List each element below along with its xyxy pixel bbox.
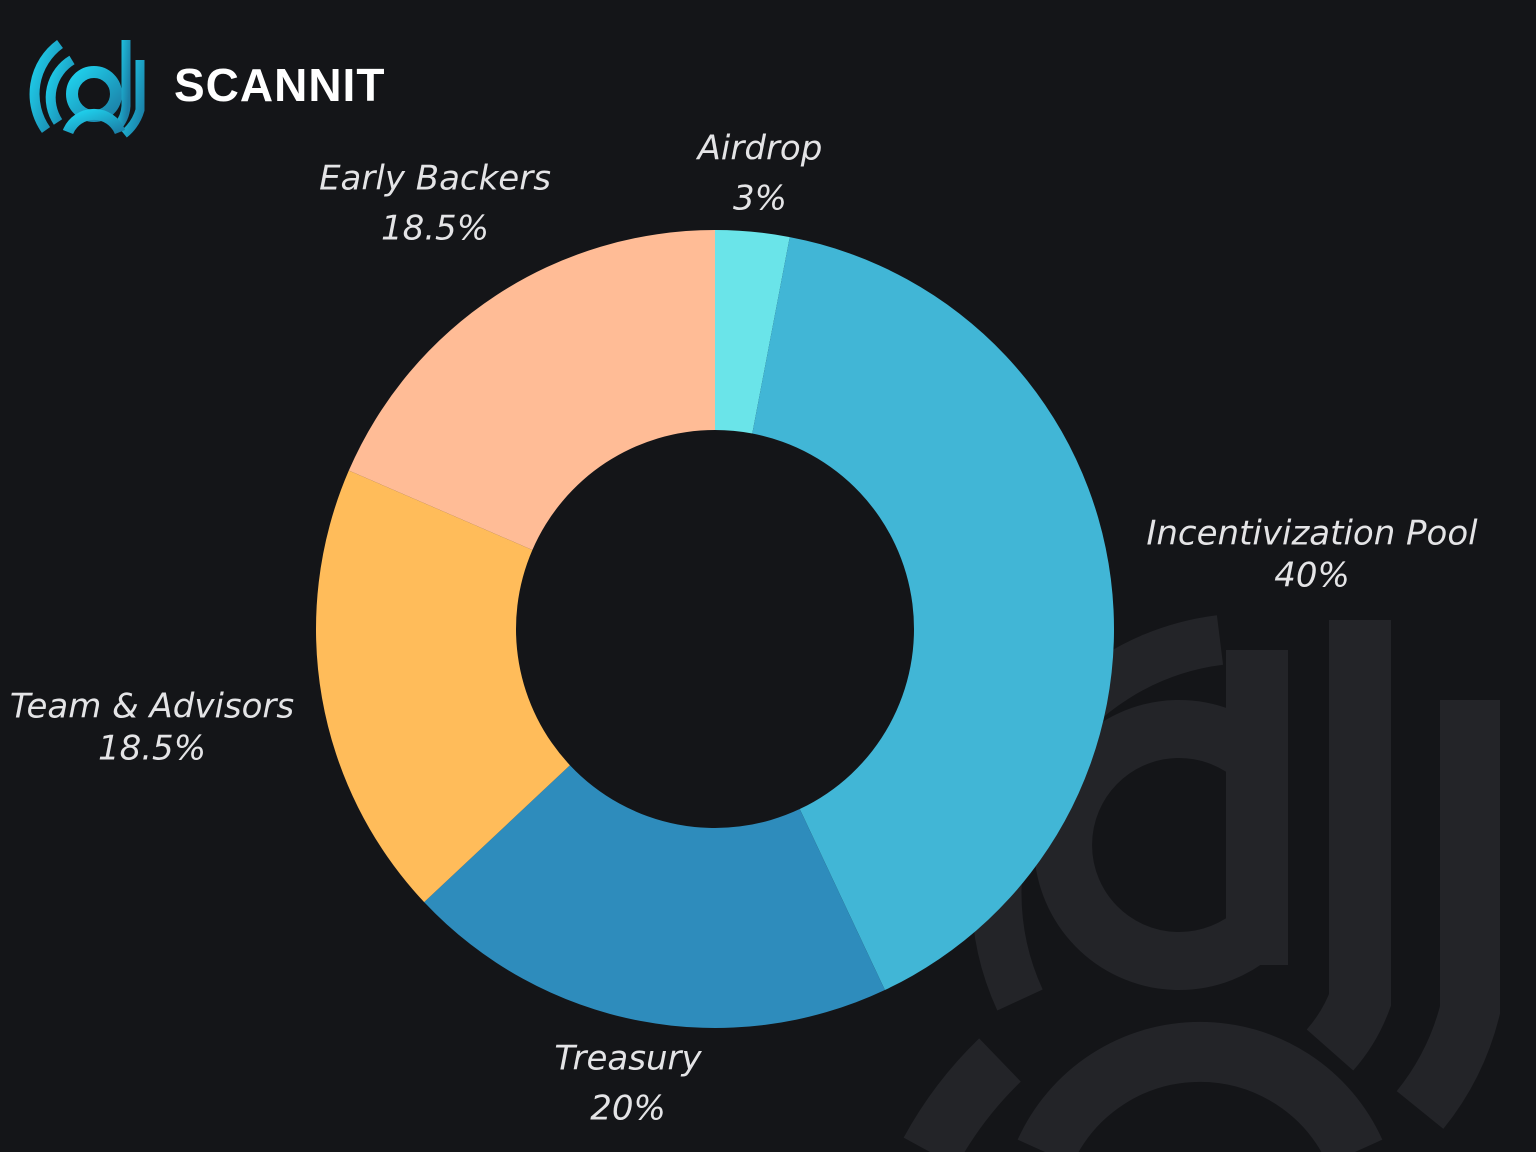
slice-label-name: Early Backers (319, 159, 551, 199)
brand-name: SCANNIT (174, 59, 386, 111)
slice-label-value: 40% (1274, 556, 1350, 596)
slice-early-backers (348, 229, 715, 550)
slice-incentivization-pool (752, 237, 1114, 991)
slice-label-name: Treasury (554, 1039, 702, 1079)
scannit-logo-icon (29, 39, 145, 138)
slice-label-value: 18.5% (381, 209, 489, 249)
slice-label-value: 3% (733, 179, 787, 219)
slice-label-name: Team & Advisors (10, 687, 294, 727)
slice-label-value: 20% (590, 1089, 666, 1129)
slice-treasury (424, 765, 885, 1028)
slice-team-advisors (316, 470, 570, 903)
slice-label-value: 18.5% (98, 729, 206, 769)
slice-airdrop (715, 230, 790, 434)
slice-label-name: Incentivization Pool (1146, 514, 1478, 554)
donut-slices (316, 229, 1114, 1028)
slice-label-name: Airdrop (696, 129, 823, 169)
